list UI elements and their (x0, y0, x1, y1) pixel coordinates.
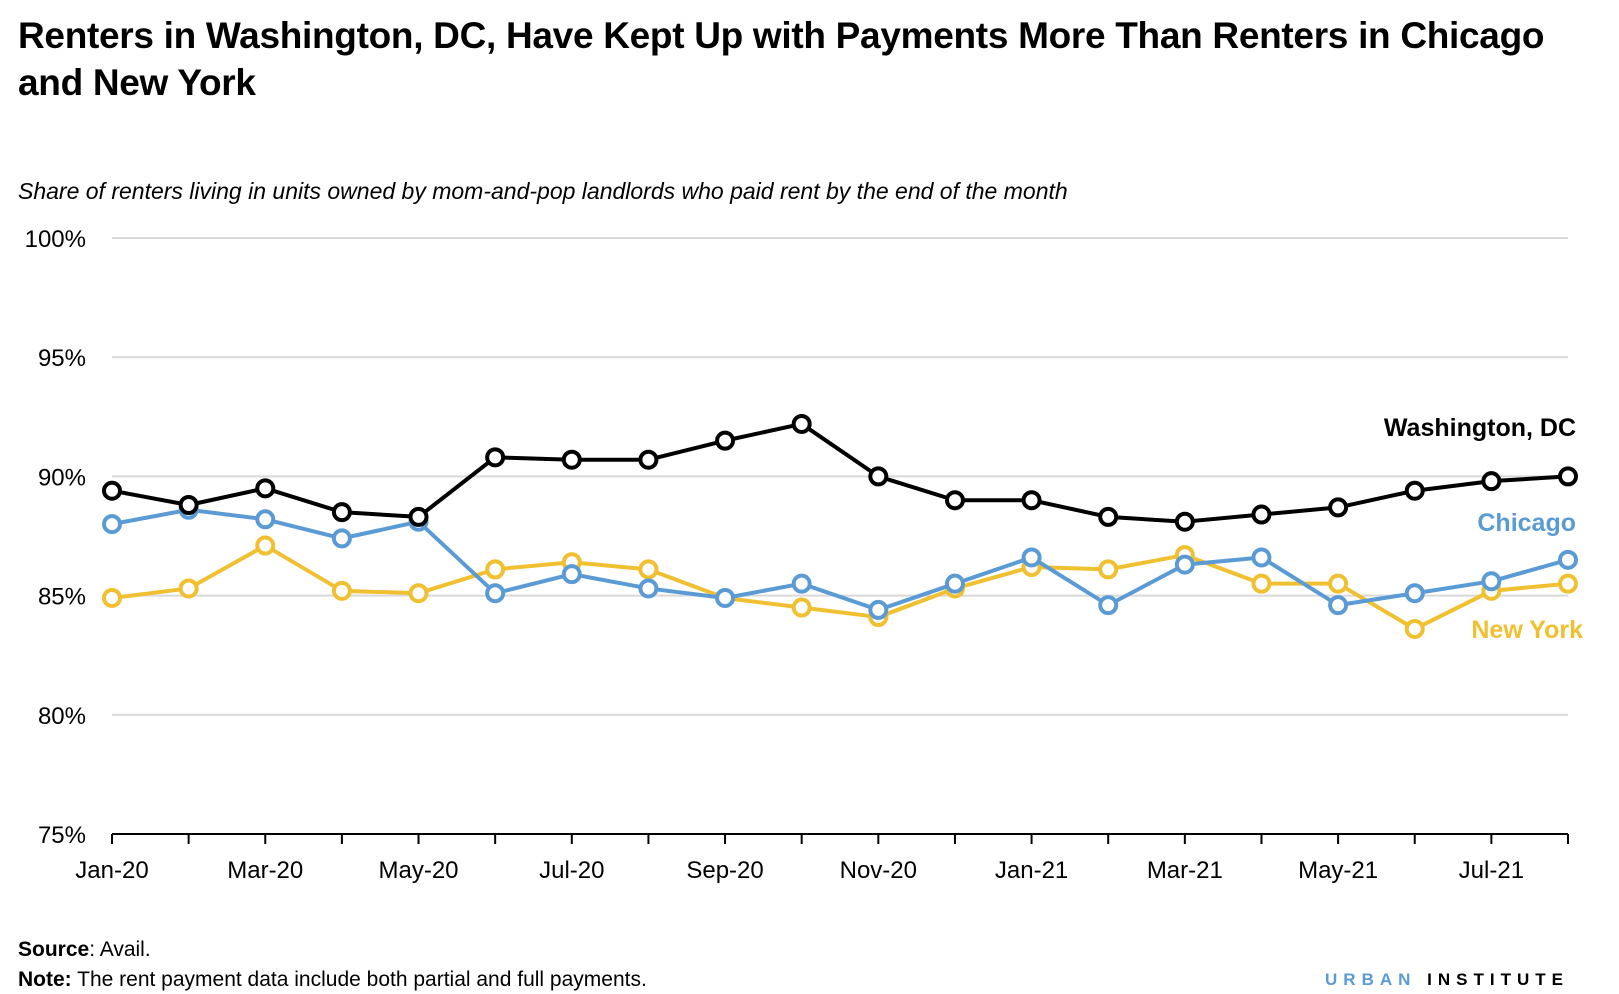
series-label-chicago: Chicago (1477, 509, 1576, 537)
data-point-newyork (178, 578, 199, 599)
data-point-newyork (255, 535, 276, 556)
data-point-newyork (791, 597, 812, 618)
data-point-chicago (1174, 554, 1195, 575)
data-point-dc (1558, 466, 1578, 487)
data-point-dc (1251, 504, 1272, 525)
x-tick-label: Jan-21 (995, 857, 1068, 884)
data-point-dc (715, 430, 736, 451)
data-point-newyork (1558, 573, 1578, 594)
note-line: Note: The rent payment data include both… (18, 968, 647, 992)
y-tick-label: 75% (38, 822, 86, 849)
x-tick-label: Mar-20 (227, 857, 303, 884)
data-point-newyork (331, 580, 352, 601)
data-point-dc (561, 449, 582, 470)
data-point-chicago (1098, 595, 1119, 616)
data-point-chicago (102, 514, 122, 535)
data-point-dc (1328, 497, 1349, 518)
x-tick-label: Sep-20 (686, 857, 763, 884)
x-tick-label: Jul-21 (1459, 857, 1524, 884)
series-line-chicago (111, 507, 1569, 612)
data-point-chicago (791, 573, 812, 594)
data-point-chicago (1021, 547, 1042, 568)
data-point-dc (1404, 480, 1425, 501)
data-point-dc (331, 502, 352, 523)
data-point-dc (1174, 511, 1195, 532)
data-point-dc (791, 413, 812, 434)
data-point-chicago (1558, 549, 1578, 570)
x-axis: Jan-20 Mar-20 May-20 Jul-20 Sep-20 Nov-20 Jan-… (75, 833, 1569, 884)
data-point-dc (408, 506, 429, 527)
data-point-dc (868, 466, 889, 487)
series-line-newyork (111, 543, 1569, 631)
note-label: Note: (18, 968, 72, 991)
y-tick-label: 95% (38, 345, 86, 372)
data-point-chicago (1481, 571, 1502, 592)
x-tick-label: May-21 (1298, 857, 1378, 884)
series-line-dc (111, 421, 1569, 524)
y-tick-label: 80% (38, 703, 86, 730)
source-label: Source (18, 938, 90, 961)
x-tick-label: Mar-21 (1147, 857, 1223, 884)
x-tick-label: Nov-20 (840, 857, 917, 884)
data-point-dc (255, 478, 276, 499)
source-text: : Avail. (89, 938, 151, 961)
data-point-chicago (1328, 595, 1349, 616)
y-tick-label: 85% (38, 584, 86, 611)
series-label-dc: Washington, DC (1384, 414, 1576, 442)
brand-urban: URBAN (1325, 970, 1417, 989)
series-group (102, 413, 1578, 639)
y-axis: 75% 80% 85% 90% 95% 100% (25, 226, 86, 849)
data-point-chicago (485, 583, 506, 604)
data-point-newyork (485, 559, 506, 580)
y-tick-label: 90% (38, 464, 86, 491)
data-point-chicago (638, 578, 659, 599)
x-tick-label: Jul-20 (539, 857, 604, 884)
x-tick-label: Jan-20 (75, 857, 148, 884)
data-point-dc (1021, 490, 1042, 511)
data-point-chicago (868, 599, 889, 620)
data-point-chicago (715, 587, 736, 608)
data-point-chicago (944, 573, 965, 594)
data-point-newyork (1328, 573, 1349, 594)
data-point-chicago (1251, 547, 1272, 568)
data-point-dc (102, 480, 122, 501)
series-labels: Washington, DC Chicago New York (1384, 414, 1583, 644)
data-point-dc (485, 447, 506, 468)
data-point-dc (1481, 471, 1502, 492)
data-point-chicago (561, 564, 582, 585)
source-line: Source: Avail. (18, 938, 151, 962)
data-point-newyork (102, 587, 122, 608)
data-point-dc (638, 449, 659, 470)
data-point-dc (1098, 506, 1119, 527)
series-label-newyork: New York (1471, 616, 1583, 644)
data-point-chicago (255, 509, 276, 530)
brand-institute: INSTITUTE (1427, 970, 1569, 989)
data-point-newyork (1251, 573, 1272, 594)
brand-logo: URBAN INSTITUTE (1325, 970, 1569, 990)
data-point-newyork (408, 583, 429, 604)
data-point-newyork (1098, 559, 1119, 580)
chart-title: Renters in Washington, DC, Have Kept Up … (18, 15, 1545, 103)
data-point-newyork (1404, 618, 1425, 639)
data-point-dc (944, 490, 965, 511)
y-tick-label: 100% (25, 226, 86, 253)
note-text: The rent payment data include both parti… (71, 968, 647, 991)
data-point-chicago (331, 528, 352, 549)
data-point-dc (178, 495, 199, 516)
line-chart: 75% 80% 85% 90% 95% 100% Jan-20 Mar-20 May-20 Ju… (25, 226, 1583, 884)
chart-subtitle: Share of renters living in units owned b… (18, 178, 1068, 204)
data-point-newyork (638, 559, 659, 580)
gridlines (112, 237, 1568, 716)
x-tick-label: May-20 (379, 857, 459, 884)
data-point-chicago (1404, 583, 1425, 604)
